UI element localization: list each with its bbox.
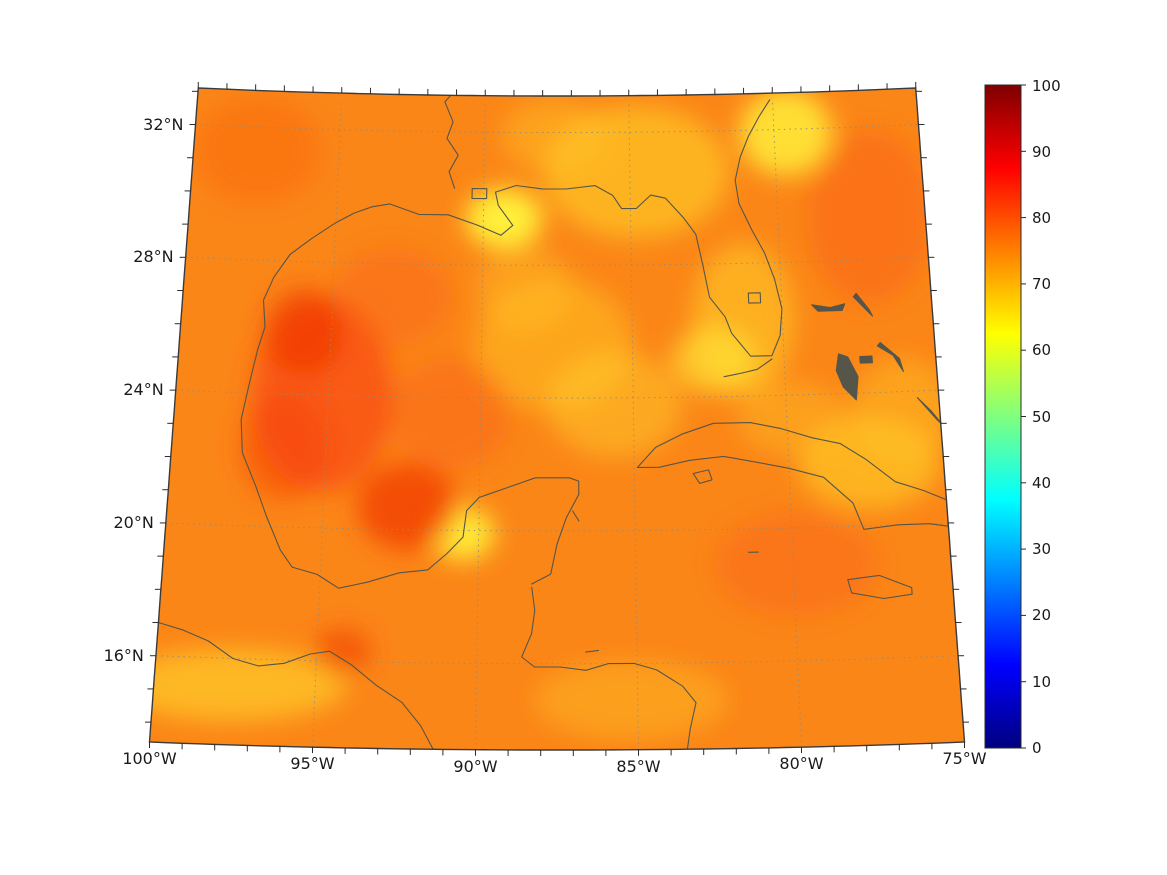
coastline-new-providence bbox=[859, 355, 873, 364]
field-patch bbox=[149, 648, 348, 722]
coastline-cozumel bbox=[572, 510, 580, 522]
field-patch bbox=[850, 358, 956, 465]
coastline-lake-okeechobee bbox=[747, 292, 762, 304]
heatmap-field bbox=[149, 88, 965, 750]
field-patch bbox=[534, 660, 729, 740]
coastline-jamaica bbox=[847, 574, 913, 600]
colorbar-tick-label: 80 bbox=[1032, 209, 1051, 227]
coastline-andros bbox=[835, 353, 859, 401]
field-patch bbox=[476, 245, 572, 332]
lat-tick-label: 28°N bbox=[133, 247, 173, 266]
colorbar-tick-label: 50 bbox=[1032, 408, 1051, 426]
lon-tick-label: 75°W bbox=[942, 749, 986, 768]
field-patch bbox=[388, 357, 512, 471]
graticule-gridlines bbox=[155, 99, 959, 750]
meridian-gridline bbox=[312, 99, 342, 748]
field-patch bbox=[672, 327, 757, 394]
lon-tick-label: 100°W bbox=[122, 749, 177, 768]
field-patch bbox=[239, 394, 326, 501]
coastline-eleuthera bbox=[876, 341, 904, 373]
field-patch bbox=[547, 351, 683, 458]
meridian-gridline bbox=[772, 99, 802, 748]
coastline-bay-islands-roatan bbox=[585, 649, 600, 653]
axis-ticks bbox=[144, 82, 970, 757]
field-patch bbox=[313, 628, 372, 675]
parallel-gridline bbox=[165, 522, 949, 532]
lat-tick-label: 32°N bbox=[143, 115, 183, 134]
field-patch bbox=[332, 247, 453, 347]
coastline-central-america-caribbean-coast bbox=[521, 586, 697, 750]
lat-tick-label: 20°N bbox=[113, 513, 153, 532]
lon-tick-label: 80°W bbox=[779, 754, 823, 773]
coastline-abaco bbox=[852, 292, 874, 317]
colorbar-tick-label: 100 bbox=[1032, 77, 1061, 95]
field-patch bbox=[807, 130, 931, 303]
field-patch bbox=[737, 381, 849, 455]
colorbar-tick-label: 70 bbox=[1032, 275, 1051, 293]
colorbar-tick-label: 30 bbox=[1032, 540, 1051, 558]
field-patch bbox=[714, 511, 879, 618]
lat-tick-label: 16°N bbox=[104, 646, 144, 665]
colorbar-tick-label: 90 bbox=[1032, 143, 1051, 161]
lon-tick-label: 90°W bbox=[453, 757, 497, 776]
coastline-mississippi-river bbox=[444, 94, 459, 189]
field-patch bbox=[193, 97, 322, 204]
field-patch bbox=[264, 288, 344, 375]
field-patch bbox=[357, 463, 458, 550]
lat-tick-label: 24°N bbox=[123, 380, 163, 399]
field-patch bbox=[739, 89, 832, 176]
field-patch bbox=[501, 99, 607, 173]
coastline-isla-de-la-juventud bbox=[692, 469, 713, 484]
map-border bbox=[148, 87, 966, 751]
coastline-grand-bahama bbox=[811, 303, 846, 312]
latitude-labels: 16°N 20°N 24°N 28°N 32°N bbox=[104, 115, 184, 665]
colorbar-gradient bbox=[984, 84, 1022, 749]
colorbar-tick-label: 20 bbox=[1032, 606, 1051, 624]
lon-tick-label: 85°W bbox=[616, 757, 660, 776]
meridian-gridline bbox=[475, 102, 486, 750]
longitude-labels: 100°W 95°W 90°W 85°W 80°W 75°W bbox=[122, 749, 986, 776]
coastline-florida-keys bbox=[723, 358, 773, 378]
colorbar-tick-label: 10 bbox=[1032, 673, 1051, 691]
lon-tick-label: 95°W bbox=[290, 754, 334, 773]
colorbar-tick-label: 60 bbox=[1032, 341, 1051, 359]
field-patch bbox=[465, 188, 543, 249]
colorbar: 0 10 20 30 40 50 60 70 80 90 100 bbox=[984, 77, 1061, 757]
coastline-gulf-atlantic-coast bbox=[240, 99, 783, 589]
coastline-pacific-coast bbox=[157, 621, 434, 750]
colorbar-tick-label: 40 bbox=[1032, 474, 1051, 492]
coastlines bbox=[157, 94, 949, 750]
coastline-lake-pontchartrain bbox=[471, 187, 488, 200]
colorbar-tick-label: 0 bbox=[1032, 739, 1042, 757]
meridian-gridline bbox=[628, 102, 639, 750]
parallel-gridline bbox=[175, 389, 939, 399]
